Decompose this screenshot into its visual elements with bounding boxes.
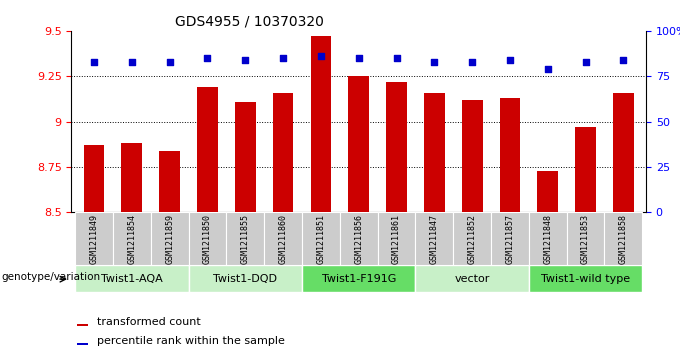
Bar xyxy=(188,265,302,292)
Text: GSM1211852: GSM1211852 xyxy=(468,214,477,264)
Text: GSM1211848: GSM1211848 xyxy=(543,214,552,264)
Bar xyxy=(311,36,331,212)
Bar xyxy=(75,265,188,292)
Point xyxy=(88,59,99,65)
Text: GSM1211853: GSM1211853 xyxy=(581,214,590,264)
Text: GSM1211849: GSM1211849 xyxy=(90,214,99,264)
Text: GDS4955 / 10370320: GDS4955 / 10370320 xyxy=(175,14,324,28)
Text: genotype/variation: genotype/variation xyxy=(1,272,101,282)
Text: GSM1211854: GSM1211854 xyxy=(127,214,137,264)
Point xyxy=(277,55,288,61)
Bar xyxy=(348,76,369,212)
Bar xyxy=(500,98,520,212)
Bar xyxy=(453,212,491,265)
Text: GSM1211859: GSM1211859 xyxy=(165,214,174,264)
Point xyxy=(618,57,629,63)
Point xyxy=(505,57,515,63)
Text: GSM1211857: GSM1211857 xyxy=(505,214,514,264)
Bar xyxy=(77,325,88,326)
Bar xyxy=(75,212,113,265)
Point xyxy=(126,59,137,65)
Text: Twist1-F191G: Twist1-F191G xyxy=(322,274,396,284)
Point xyxy=(466,59,477,65)
Text: GSM1211858: GSM1211858 xyxy=(619,214,628,264)
Text: percentile rank within the sample: percentile rank within the sample xyxy=(97,336,285,346)
Bar xyxy=(273,93,294,212)
Bar xyxy=(529,212,566,265)
Bar xyxy=(415,265,529,292)
Text: Twist1-AQA: Twist1-AQA xyxy=(101,274,163,284)
Bar xyxy=(377,212,415,265)
Text: GSM1211847: GSM1211847 xyxy=(430,214,439,264)
Bar xyxy=(302,265,415,292)
Point xyxy=(391,55,402,61)
Bar xyxy=(84,145,105,212)
Bar xyxy=(575,127,596,212)
Text: vector: vector xyxy=(454,274,490,284)
Bar xyxy=(265,212,302,265)
Bar xyxy=(424,93,445,212)
Point xyxy=(542,66,553,72)
Bar xyxy=(113,212,151,265)
Bar xyxy=(613,93,634,212)
Point xyxy=(240,57,251,63)
Point xyxy=(429,59,440,65)
Bar xyxy=(340,212,377,265)
Text: GSM1211850: GSM1211850 xyxy=(203,214,212,264)
Text: Twist1-wild type: Twist1-wild type xyxy=(541,274,630,284)
Text: GSM1211860: GSM1211860 xyxy=(279,214,288,264)
Point xyxy=(316,53,326,59)
Bar xyxy=(188,212,226,265)
Bar xyxy=(462,100,483,212)
Bar xyxy=(235,102,256,212)
Point xyxy=(580,59,591,65)
Bar xyxy=(77,343,88,345)
Bar xyxy=(491,212,529,265)
Bar xyxy=(537,171,558,212)
Bar xyxy=(529,265,642,292)
Point xyxy=(202,55,213,61)
Bar xyxy=(122,143,142,212)
Point xyxy=(165,59,175,65)
Bar xyxy=(302,212,340,265)
Bar xyxy=(159,151,180,212)
Text: GSM1211861: GSM1211861 xyxy=(392,214,401,264)
Bar xyxy=(226,212,265,265)
Text: Twist1-DQD: Twist1-DQD xyxy=(214,274,277,284)
Text: transformed count: transformed count xyxy=(97,317,201,327)
Text: GSM1211856: GSM1211856 xyxy=(354,214,363,264)
Bar xyxy=(151,212,188,265)
Bar xyxy=(386,82,407,212)
Point xyxy=(354,55,364,61)
Text: GSM1211855: GSM1211855 xyxy=(241,214,250,264)
Text: GSM1211851: GSM1211851 xyxy=(316,214,326,264)
Bar xyxy=(566,212,605,265)
Bar xyxy=(605,212,642,265)
Bar xyxy=(197,87,218,212)
Bar xyxy=(415,212,453,265)
